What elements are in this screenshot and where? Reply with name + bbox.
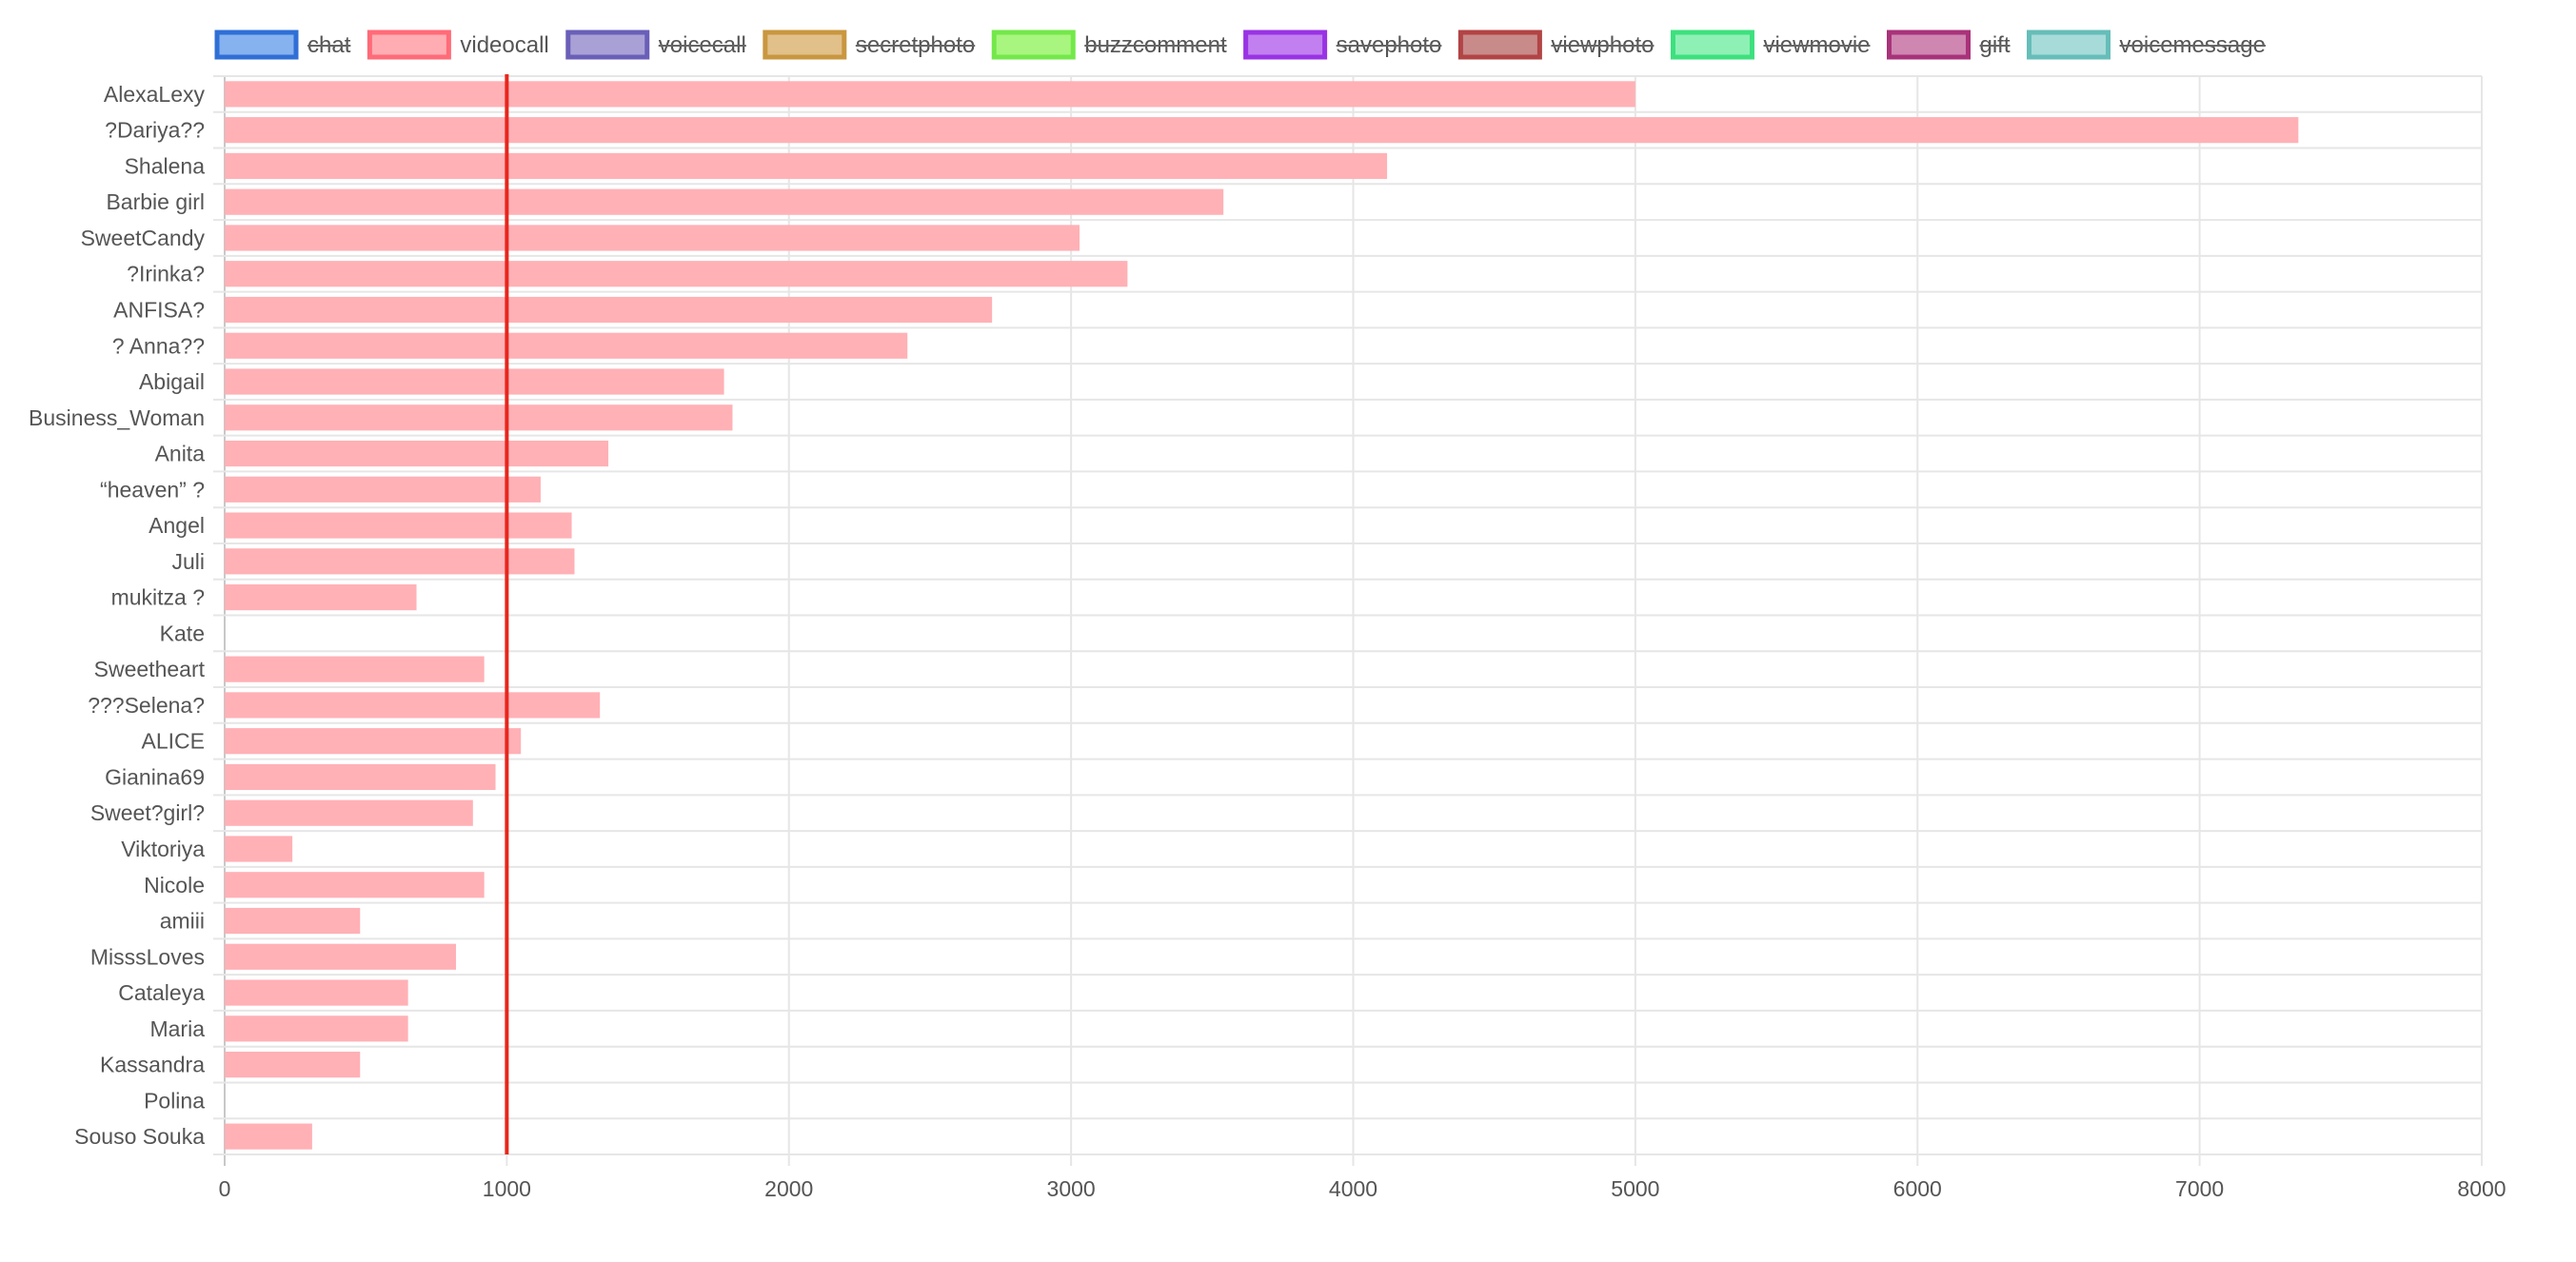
legend-item-viewphoto[interactable]: viewphoto xyxy=(1457,30,1655,60)
bar-videocall-angel[interactable] xyxy=(225,512,572,539)
bar-videocall-business-woman[interactable] xyxy=(225,404,733,431)
y-tick-label: ALICE xyxy=(142,729,205,754)
bar-videocall-maria[interactable] xyxy=(225,1016,408,1042)
y-tick-label: Souso Souka xyxy=(74,1124,205,1149)
bar-videocall-souso-souka[interactable] xyxy=(225,1123,312,1150)
legend-label-videocall: videocall xyxy=(460,32,548,58)
legend-swatch-chat xyxy=(214,30,299,60)
y-tick-label: ???Selena? xyxy=(88,693,205,718)
y-tick-label: Juli xyxy=(171,549,205,574)
legend-item-gift[interactable]: gift xyxy=(1887,30,2011,60)
y-tick-label: Kate xyxy=(160,621,205,645)
y-tick-label: SweetCandy xyxy=(81,226,206,250)
bar-videocall-gianina69[interactable] xyxy=(225,763,496,791)
y-tick-label: ?Dariya?? xyxy=(105,118,205,143)
legend-item-chat[interactable]: chat xyxy=(214,30,351,60)
y-tick-label: Kassandra xyxy=(100,1053,205,1077)
bar-videocall-amiii[interactable] xyxy=(225,907,361,935)
bar-videocall-cataleya[interactable] xyxy=(225,979,408,1006)
legend-item-viewmovie[interactable]: viewmovie xyxy=(1670,30,1871,60)
legend-item-secretphoto[interactable]: secretphoto xyxy=(763,30,976,60)
y-tick-label: Anita xyxy=(155,442,206,466)
y-tick-label: “heaven” ? xyxy=(100,477,205,502)
bar-videocall-sweet-girl[interactable] xyxy=(225,799,473,826)
x-tick-label: 1000 xyxy=(483,1176,531,1201)
legend-item-voicecall[interactable]: voicecall xyxy=(565,30,746,60)
y-tick-label: Shalena xyxy=(125,153,206,178)
x-tick-label: 5000 xyxy=(1611,1176,1659,1201)
legend-swatch-savephoto xyxy=(1243,30,1328,60)
y-tick-label: Sweet?girl? xyxy=(90,800,205,825)
legend-item-buzzcomment[interactable]: buzzcomment xyxy=(991,30,1227,60)
legend-swatch-viewphoto xyxy=(1457,30,1542,60)
x-tick-label: 0 xyxy=(219,1176,231,1201)
bar-videocall-anna[interactable] xyxy=(225,332,908,359)
legend-swatch-secretphoto xyxy=(763,30,847,60)
x-tick-label: 4000 xyxy=(1329,1176,1377,1201)
bar-videocall-alexalexy[interactable] xyxy=(225,81,1635,108)
bar-videocall-heaven[interactable] xyxy=(225,476,541,503)
bar-videocall-viktoriya[interactable] xyxy=(225,836,293,862)
y-tick-label: AlexaLexy xyxy=(104,82,206,107)
y-tick-label: Maria xyxy=(149,1016,205,1041)
bar-videocall-kassandra[interactable] xyxy=(225,1051,361,1078)
bar-videocall-sweetcandy[interactable] xyxy=(225,225,1080,251)
bar-videocall-dariya[interactable] xyxy=(225,117,2299,144)
x-axis-labels: 0 1000 2000 3000 4000 5000 6000 7000 8000 xyxy=(219,1176,2507,1201)
y-tick-label: mukitza ? xyxy=(111,585,205,610)
y-tick-label: Barbie girl xyxy=(106,189,205,214)
bar-videocall-alice[interactable] xyxy=(225,728,522,755)
y-tick-label: Polina xyxy=(144,1088,205,1113)
x-tick-label: 2000 xyxy=(764,1176,813,1201)
y-tick-label: amiii xyxy=(160,909,205,934)
bar-videocall-abigail[interactable] xyxy=(225,368,724,395)
bar-videocall-anfisa[interactable] xyxy=(225,296,993,324)
legend-swatch-gift xyxy=(1887,30,1971,60)
x-tick-label: 8000 xyxy=(2457,1176,2506,1201)
bar-videocall-sweetheart[interactable] xyxy=(225,656,485,682)
x-tick-label: 7000 xyxy=(2175,1176,2224,1201)
y-tick-label: MisssLoves xyxy=(90,944,205,969)
y-tick-label: Abigail xyxy=(139,369,205,394)
y-tick-label: Angel xyxy=(149,513,205,538)
x-tick-label: 3000 xyxy=(1047,1176,1096,1201)
chart-legend[interactable]: chat videocall voicecall secretphoto buzzcom… xyxy=(214,30,2266,60)
y-tick-label: Viktoriya xyxy=(121,837,205,861)
y-tick-label: ?Irinka? xyxy=(127,262,205,286)
legend-item-videocall[interactable]: videocall xyxy=(367,30,549,60)
y-tick-label: Business_Woman xyxy=(29,405,205,430)
chart-bars xyxy=(225,81,2299,1150)
bar-videocall-juli[interactable] xyxy=(225,548,575,575)
x-tick-label: 6000 xyxy=(1893,1176,1942,1201)
legend-swatch-viewmovie xyxy=(1670,30,1754,60)
bar-videocall-nicole[interactable] xyxy=(225,872,485,898)
bar-videocall-shalena[interactable] xyxy=(225,152,1388,180)
bar-videocall-misssloves[interactable] xyxy=(225,943,457,970)
y-axis-labels: AlexaLexy ?Dariya?? Shalena Barbie girl Swee… xyxy=(29,82,206,1149)
legend-swatch-videocall xyxy=(367,30,451,60)
bar-videocall-mukitza[interactable] xyxy=(225,584,417,611)
y-tick-label: ANFISA? xyxy=(113,297,205,322)
legend-swatch-voicecall xyxy=(565,30,650,60)
bar-videocall-anita[interactable] xyxy=(225,440,609,467)
legend-swatch-voicemessage xyxy=(2027,30,2111,60)
legend-item-voicemessage[interactable]: voicemessage xyxy=(2027,30,2266,60)
y-tick-label: Nicole xyxy=(144,873,205,897)
bar-videocall-irinka[interactable] xyxy=(225,261,1128,287)
y-tick-label: Sweetheart xyxy=(94,657,206,681)
bar-videocall-barbie-girl[interactable] xyxy=(225,188,1224,215)
legend-item-savephoto[interactable]: savephoto xyxy=(1243,30,1442,60)
legend-swatch-buzzcomment xyxy=(991,30,1076,60)
y-tick-label: ? Anna?? xyxy=(112,333,205,358)
y-tick-label: Cataleya xyxy=(118,980,205,1005)
y-tick-label: Gianina69 xyxy=(105,764,205,789)
bar-videocall-selena[interactable] xyxy=(225,692,601,719)
